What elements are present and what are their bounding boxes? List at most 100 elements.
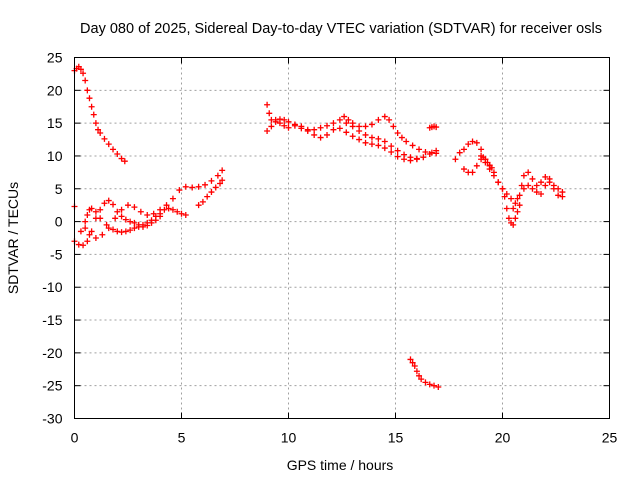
data-point	[413, 156, 420, 163]
data-point	[460, 166, 467, 173]
data-point	[503, 191, 510, 198]
series-arc4	[77, 167, 226, 241]
data-point	[381, 138, 388, 145]
data-point	[336, 116, 343, 123]
data-point	[131, 225, 138, 232]
data-point	[105, 225, 112, 232]
data-point	[381, 113, 388, 120]
data-point	[114, 150, 121, 157]
data-point	[542, 182, 549, 189]
data-point	[433, 150, 440, 157]
data-point	[538, 191, 545, 198]
data-point	[139, 221, 146, 228]
data-point	[525, 182, 532, 189]
data-point	[272, 118, 279, 125]
data-point	[80, 70, 87, 77]
grid-layer	[74, 57, 610, 419]
data-point	[422, 379, 429, 386]
x-tick-label: 0	[71, 430, 79, 446]
y-tick-label: -10	[42, 279, 62, 295]
series-arc9	[341, 113, 440, 157]
data-point	[82, 218, 89, 225]
series-arc8	[264, 118, 420, 164]
data-point	[92, 208, 99, 215]
data-point	[131, 204, 138, 211]
data-point	[495, 179, 502, 186]
series-arc11	[407, 356, 442, 390]
data-point	[127, 218, 134, 225]
y-tick-label: 15	[47, 115, 63, 131]
data-point	[148, 217, 155, 224]
data-point	[456, 149, 463, 156]
data-point	[97, 215, 104, 222]
data-point	[416, 146, 423, 153]
data-point	[135, 223, 142, 230]
data-point	[512, 215, 519, 222]
data-point	[264, 101, 271, 108]
data-point	[118, 206, 125, 213]
data-point	[368, 121, 375, 128]
series-arc5	[195, 177, 226, 209]
data-point	[418, 376, 425, 383]
data-point	[538, 179, 545, 186]
data-point	[330, 120, 337, 127]
y-tick-label: 20	[47, 82, 63, 98]
data-point	[127, 227, 134, 234]
data-point	[520, 172, 527, 179]
data-point	[341, 113, 348, 120]
data-point	[99, 231, 106, 238]
data-point	[195, 183, 202, 190]
data-point	[431, 382, 438, 389]
y-tick-label: 0	[55, 214, 63, 230]
data-point	[469, 169, 476, 176]
data-point	[214, 172, 221, 179]
data-point	[349, 120, 356, 127]
data-point	[86, 231, 93, 238]
data-point	[510, 205, 517, 212]
series-arc12	[452, 138, 521, 228]
data-point	[317, 134, 324, 141]
data-point	[490, 172, 497, 179]
data-point	[268, 123, 275, 130]
chart-title: Day 080 of 2025, Sidereal Day-to-day VTE…	[80, 21, 602, 37]
data-point	[324, 131, 331, 138]
data-point	[388, 149, 395, 156]
data-point	[84, 87, 91, 94]
series-arc14	[478, 152, 495, 171]
data-point	[165, 205, 172, 212]
series-arc7	[264, 101, 440, 162]
data-point	[411, 362, 418, 369]
data-point	[508, 195, 515, 202]
data-point	[103, 221, 110, 228]
data-point	[407, 356, 414, 363]
data-point	[518, 182, 525, 189]
data-point	[169, 195, 176, 202]
y-axis-label: SDTVAR / TECUs	[5, 182, 21, 294]
data-point	[409, 142, 416, 149]
data-point	[390, 123, 397, 130]
data-point	[394, 129, 401, 136]
y-tick-label: -20	[42, 345, 62, 361]
data-point	[84, 238, 91, 245]
data-point	[330, 126, 337, 133]
data-point	[88, 228, 95, 235]
data-point	[512, 200, 519, 207]
data-point	[525, 169, 532, 176]
data-point	[212, 184, 219, 191]
data-point	[82, 225, 89, 232]
data-point	[92, 120, 99, 127]
data-point	[510, 221, 517, 228]
data-point	[428, 149, 435, 156]
data-point	[208, 177, 215, 184]
data-point	[137, 208, 144, 215]
data-point	[499, 185, 506, 192]
data-point	[285, 124, 292, 131]
data-point	[131, 219, 138, 226]
data-point	[101, 135, 108, 142]
data-point	[178, 210, 185, 217]
data-point	[394, 153, 401, 160]
data-point	[182, 212, 189, 219]
data-point	[343, 129, 350, 136]
data-point	[416, 372, 423, 379]
data-point	[407, 157, 414, 164]
